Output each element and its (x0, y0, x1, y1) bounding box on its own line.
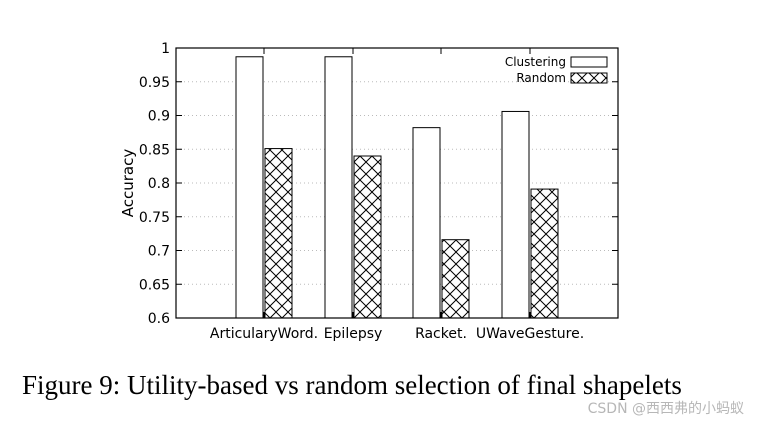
y-tick-label: 0.8 (148, 176, 170, 192)
x-tick-label: ArticularyWord. (210, 326, 318, 342)
y-tick-label: 0.95 (139, 75, 170, 91)
axis-ticks: 0.6 0.65 0.7 0.75 0.8 0.85 0.9 0.95 1 ArticularyW… (139, 41, 618, 342)
bar-clustering-2 (412, 127, 441, 319)
legend: Clustering Random (505, 55, 608, 85)
y-axis-label: Accuracy (119, 149, 137, 218)
bar-random-0 (264, 148, 293, 319)
bars (235, 56, 559, 319)
legend-swatch-clustering (570, 56, 608, 68)
x-tick-label: Epilepsy (324, 326, 383, 342)
y-tick-label: 0.9 (148, 109, 170, 125)
watermark: CSDN @西西弗的小蚂蚁 (587, 401, 744, 417)
bar-chart: 0.6 0.65 0.7 0.75 0.8 0.85 0.9 0.95 1 ArticularyW… (119, 41, 619, 342)
y-tick-label: 0.7 (148, 244, 170, 260)
legend-label-random: Random (516, 71, 566, 85)
y-tick-label: 1 (161, 41, 170, 57)
bar-clustering-3 (501, 110, 530, 319)
y-tick-label: 0.75 (139, 210, 170, 226)
y-tick-label: 0.6 (148, 311, 170, 327)
y-tick-label: 0.85 (139, 142, 170, 158)
y-tick-label: 0.65 (139, 277, 170, 293)
figure-caption: Figure 9: Utility-based vs random select… (22, 370, 682, 400)
x-tick-label: Racket. (415, 326, 467, 342)
legend-label-clustering: Clustering (505, 55, 566, 69)
legend-swatch-random (570, 72, 608, 84)
bar-random-3 (530, 188, 559, 319)
bar-clustering-0 (235, 56, 264, 319)
bar-random-2 (441, 239, 470, 319)
bar-random-1 (353, 155, 382, 319)
bar-clustering-1 (324, 56, 353, 319)
x-tick-label: UWaveGesture. (476, 326, 584, 342)
